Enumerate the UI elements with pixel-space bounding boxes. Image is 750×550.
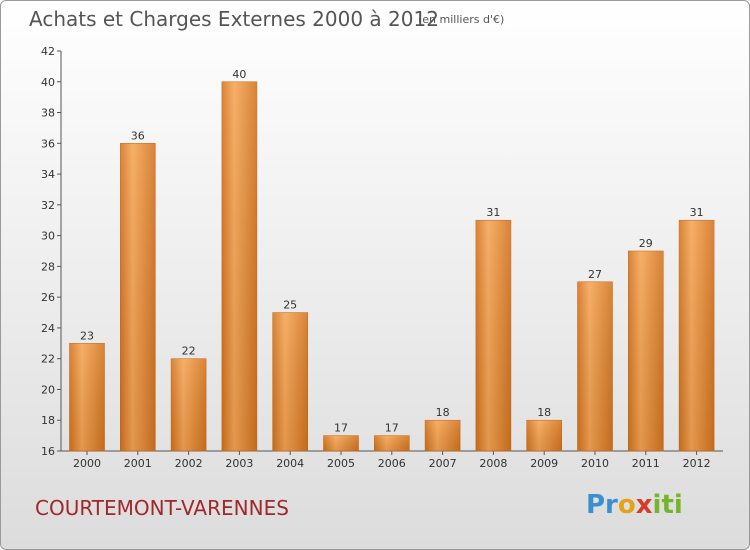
x-tick-label: 2011 xyxy=(632,457,660,470)
commune-name: COURTEMONT-VARENNES xyxy=(35,496,289,520)
data-label-2011: 29 xyxy=(639,237,653,250)
bar-shade-2001 xyxy=(120,143,156,452)
data-label-2002: 22 xyxy=(182,345,196,358)
data-label-2006: 17 xyxy=(385,422,399,435)
proxiti-logo[interactable]: Proxiti xyxy=(586,490,683,520)
x-tick-label: 2001 xyxy=(124,457,152,470)
data-label-2008: 31 xyxy=(486,206,500,219)
y-tick-label: 24 xyxy=(41,322,55,335)
y-tick-label: 22 xyxy=(41,353,55,366)
bar-shade-2009 xyxy=(526,420,562,451)
y-tick-label: 20 xyxy=(41,383,55,396)
data-label-2010: 27 xyxy=(588,268,602,281)
y-tick-label: 32 xyxy=(41,199,55,212)
y-tick-label: 36 xyxy=(41,137,55,150)
data-label-2004: 25 xyxy=(283,299,297,312)
chart-title: Achats et Charges Externes 2000 à 2012 xyxy=(29,7,439,31)
bar-shade-2012 xyxy=(679,220,715,451)
data-label-2003: 40 xyxy=(232,68,246,81)
x-tick-label: 2003 xyxy=(225,457,253,470)
x-tick-label: 2004 xyxy=(276,457,304,470)
y-tick-label: 34 xyxy=(41,168,55,181)
chart-subtitle: (en milliers d'€) xyxy=(418,13,505,26)
chart-axes: 16 18 20 22 24 26 28 30 32 34 36 38 40 42 xyxy=(41,45,723,458)
bar-shade-2011 xyxy=(628,251,664,451)
data-label-2007: 18 xyxy=(436,406,450,419)
bar-shade-2008 xyxy=(475,220,511,451)
data-label-2000: 23 xyxy=(80,329,94,342)
x-tick-label: 2008 xyxy=(479,457,507,470)
x-tick-label: 2000 xyxy=(73,457,101,470)
bar-shade-2006 xyxy=(374,435,410,451)
x-tick-label: 2009 xyxy=(530,457,558,470)
data-label-2009: 18 xyxy=(537,406,551,419)
x-tick-label: 2005 xyxy=(327,457,355,470)
bar-shade-2002 xyxy=(171,358,207,451)
x-tick-label: 2007 xyxy=(429,457,457,470)
bar-shade-2003 xyxy=(221,81,257,452)
x-tick-label: 2012 xyxy=(683,457,711,470)
x-tick-label: 2002 xyxy=(175,457,203,470)
data-label-2005: 17 xyxy=(334,422,348,435)
data-label-2012: 31 xyxy=(690,206,704,219)
y-tick-label: 30 xyxy=(41,230,55,243)
y-tick-label: 16 xyxy=(41,445,55,458)
x-tick-label: 2006 xyxy=(378,457,406,470)
y-tick-label: 42 xyxy=(41,45,55,58)
bar-shade-2005 xyxy=(323,435,359,451)
data-label-2001: 36 xyxy=(131,129,145,142)
y-tick-label: 38 xyxy=(41,107,55,120)
bar-shade-2004 xyxy=(272,312,308,451)
y-tick-label: 28 xyxy=(41,260,55,273)
x-tick-label: 2010 xyxy=(581,457,609,470)
bar-shade-2000 xyxy=(69,343,105,451)
chart-bars xyxy=(69,81,715,452)
bar-shade-2010 xyxy=(577,281,613,451)
y-tick-label: 40 xyxy=(41,76,55,89)
y-tick-label: 26 xyxy=(41,291,55,304)
bar-shade-2007 xyxy=(425,420,461,451)
y-tick-label: 18 xyxy=(41,414,55,427)
chart-labels: 2000 23 2001 36 2002 22 2003 40 2004 25 2005 17 2006… xyxy=(73,68,711,470)
